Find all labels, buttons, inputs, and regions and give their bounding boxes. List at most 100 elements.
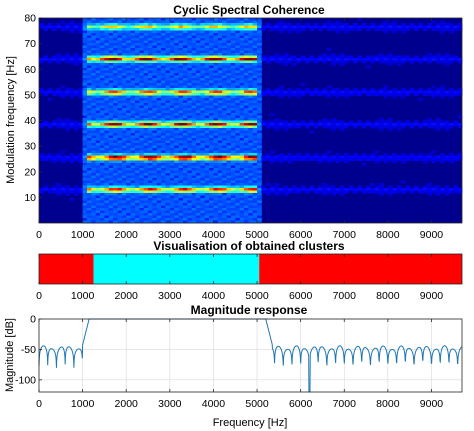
heatmap-cell <box>226 165 232 169</box>
heatmap-cell <box>139 125 145 129</box>
heatmap-cell <box>204 175 210 179</box>
heatmap-cell <box>283 25 288 29</box>
heatmap-cell <box>204 140 210 144</box>
heatmap-cell <box>204 120 210 124</box>
heatmap-cell <box>270 125 275 129</box>
heatmap-cell <box>108 208 114 211</box>
heatmap-cell <box>95 33 101 36</box>
heatmap-cell <box>86 85 92 89</box>
heatmap-cell <box>222 83 227 86</box>
heatmap-cell <box>152 218 158 221</box>
heatmap-cell <box>156 98 162 101</box>
heatmap-cell <box>139 215 145 219</box>
heatmap-cell <box>156 165 162 169</box>
heatmap-cell <box>379 185 384 189</box>
heatmap-cell <box>379 53 384 56</box>
heatmap-cell <box>182 20 188 24</box>
heatmap-cell <box>361 90 367 94</box>
heatmap-cell <box>383 60 389 64</box>
heatmap-cell <box>113 20 118 24</box>
heatmap-cell <box>226 85 232 89</box>
heatmap-cell <box>209 213 214 216</box>
heatmap-cell <box>156 80 162 84</box>
y-tick-label: 70 <box>24 38 36 50</box>
heatmap-cell <box>161 58 166 61</box>
heatmap-cell <box>453 58 459 61</box>
heatmap-cell <box>174 78 179 81</box>
heatmap-cell <box>448 153 454 156</box>
heatmap-cell <box>165 100 171 104</box>
heatmap-cell <box>134 40 140 44</box>
heatmap-cell <box>209 110 214 114</box>
heatmap-cell <box>169 43 175 46</box>
heatmap-cell <box>230 155 236 159</box>
heatmap-cell <box>148 40 153 44</box>
heatmap-cell <box>243 80 249 84</box>
heatmap-cell <box>113 213 118 216</box>
heatmap-cell <box>178 85 184 89</box>
heatmap-cell <box>274 185 280 189</box>
heatmap-cell <box>113 180 118 184</box>
heatmap-cell <box>431 190 437 194</box>
heatmap-cell <box>65 123 70 126</box>
heatmap-cell <box>191 178 197 181</box>
heatmap-cell <box>108 180 114 184</box>
heatmap-cell <box>213 218 219 221</box>
heatmap-cell <box>134 220 140 224</box>
heatmap-cell <box>448 58 454 61</box>
heatmap-cell <box>104 18 110 21</box>
heatmap-cell <box>143 180 149 184</box>
x-tick-label: 9000 <box>420 229 444 241</box>
heatmap-cell <box>239 48 245 51</box>
heatmap-cell <box>134 198 140 201</box>
heatmap-cell <box>69 125 75 129</box>
heatmap-cell <box>139 158 145 161</box>
heatmap-cell <box>400 125 406 129</box>
heatmap-cell <box>235 50 240 54</box>
heatmap-cell <box>243 30 249 34</box>
heatmap-cell <box>165 128 171 131</box>
heatmap-cell <box>248 30 254 34</box>
heatmap-cell <box>139 198 145 201</box>
heatmap-cell <box>108 43 114 46</box>
heatmap-cell <box>209 203 214 206</box>
heatmap-cell <box>108 218 114 221</box>
heatmap-cell <box>148 45 153 49</box>
heatmap-cell <box>239 158 245 161</box>
heatmap-cell <box>257 128 262 131</box>
heatmap-cell <box>108 155 114 159</box>
heatmap-cell <box>239 95 245 99</box>
heatmap-cell <box>104 115 110 119</box>
heatmap-cell <box>182 75 188 79</box>
heatmap-cell <box>440 120 445 124</box>
heatmap-cell <box>139 18 145 21</box>
heatmap-cell <box>222 35 227 39</box>
heatmap-cell <box>104 140 110 144</box>
heatmap-cell <box>252 20 258 24</box>
heatmap-cell <box>200 195 206 199</box>
heatmap-cell <box>91 120 97 124</box>
heatmap-cell <box>148 158 153 161</box>
heatmap-cell <box>91 178 97 181</box>
heatmap-cell <box>331 125 336 129</box>
heatmap-cell <box>161 148 166 151</box>
heatmap-cell <box>243 68 249 71</box>
heatmap-cell <box>335 123 341 126</box>
heatmap-cell <box>453 28 459 31</box>
heatmap-cell <box>139 115 145 119</box>
heatmap-cell <box>95 108 101 111</box>
heatmap-cell <box>248 215 254 219</box>
heatmap-cell <box>113 18 118 21</box>
heatmap-cell <box>270 90 275 94</box>
heatmap-cell <box>222 55 227 59</box>
heatmap-cell <box>235 105 240 109</box>
heatmap-cell <box>239 80 245 84</box>
heatmap-cell <box>91 140 97 144</box>
heatmap-cell <box>82 153 88 156</box>
heatmap-cell <box>200 155 206 159</box>
heatmap-cell <box>134 143 140 146</box>
heatmap-cell <box>252 65 258 69</box>
heatmap-cell <box>191 115 197 119</box>
heatmap-cell <box>121 213 127 216</box>
heatmap-cell <box>191 148 197 151</box>
